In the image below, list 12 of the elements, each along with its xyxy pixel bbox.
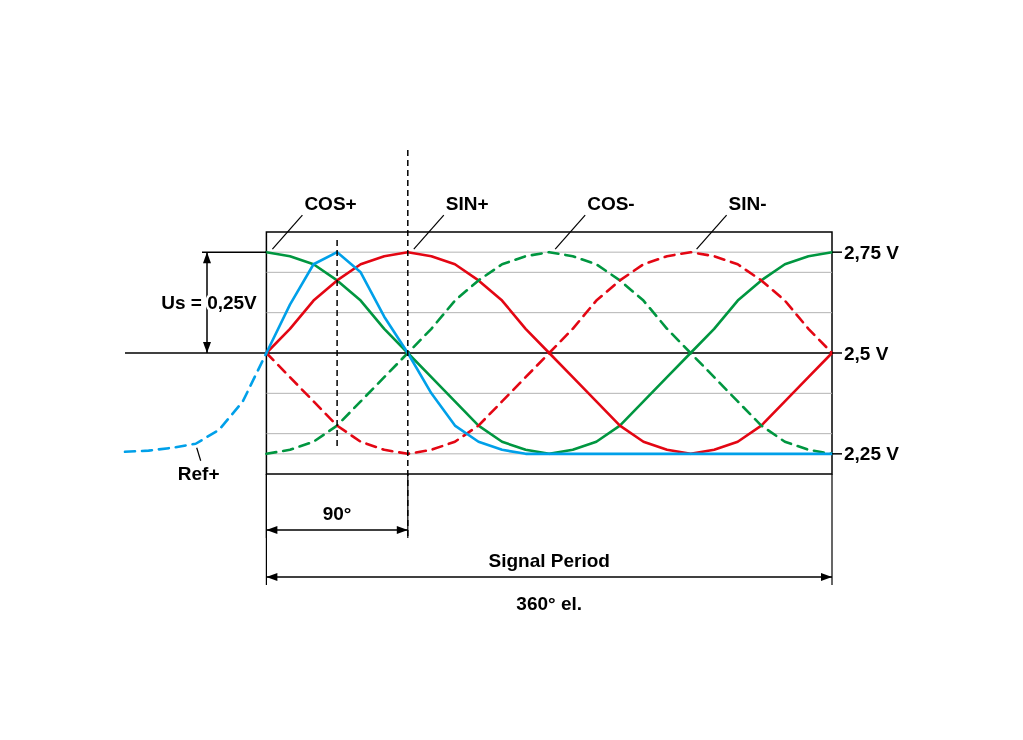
text: 90° <box>322 503 352 524</box>
y-tick-label: 2,5 V <box>844 342 889 364</box>
y-tick-label: 2,25 V <box>844 443 900 465</box>
text: SIN+ <box>445 193 489 215</box>
text: SIN- <box>728 193 767 215</box>
text: 360° el. <box>516 593 583 614</box>
annotation: Us = 0,25V <box>161 292 258 314</box>
text: COS- <box>587 193 635 215</box>
text: COS+ <box>304 193 357 215</box>
series-label: Ref+ <box>177 462 220 484</box>
text: Signal Period <box>488 550 610 571</box>
y-tick-label: 2,75 V <box>844 241 900 263</box>
